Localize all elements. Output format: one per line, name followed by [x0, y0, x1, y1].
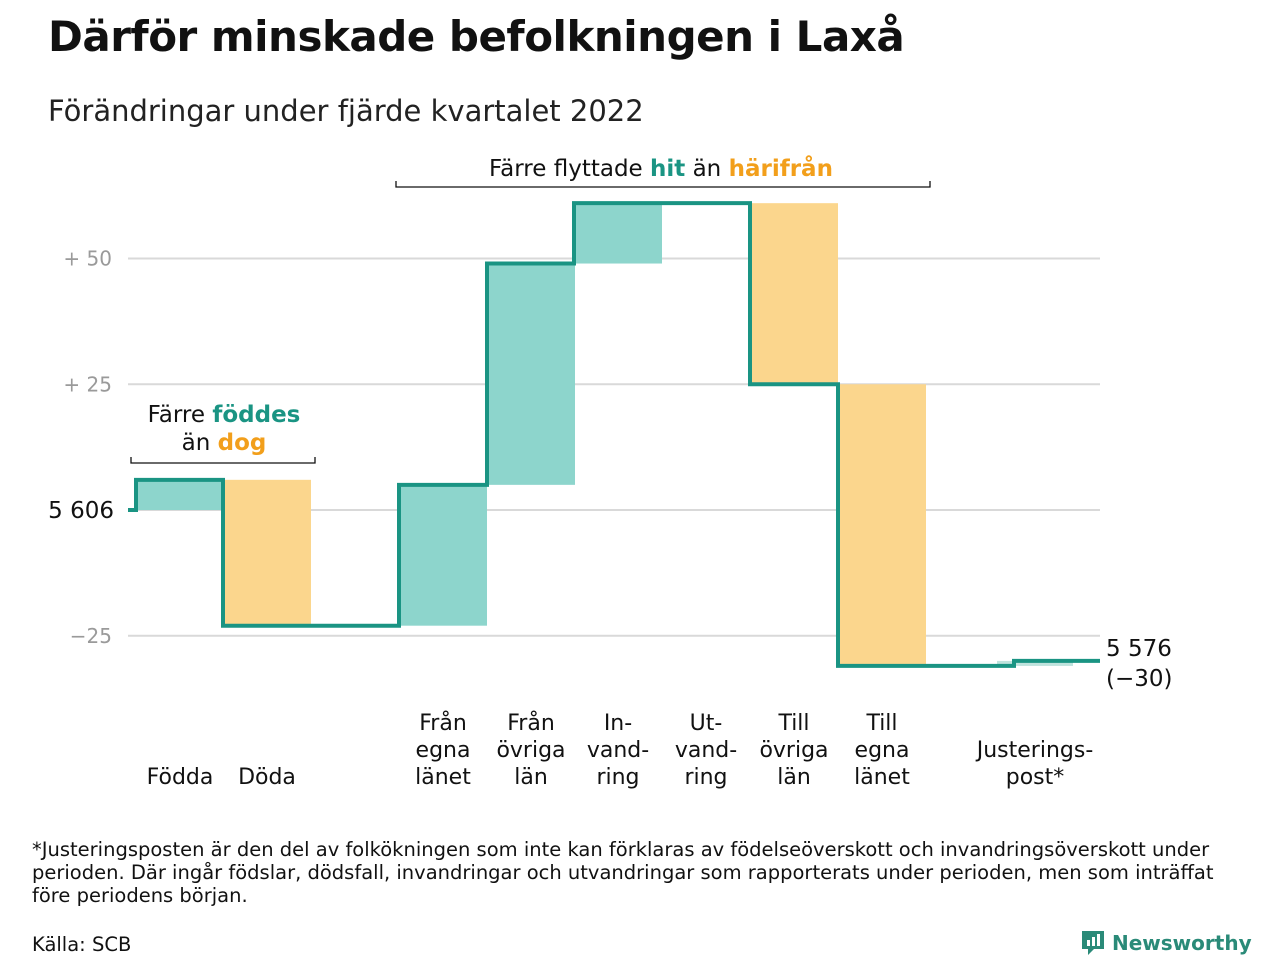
bar-1 — [136, 479, 224, 510]
x-category-label: Ut- — [690, 711, 723, 736]
bar-2 — [223, 479, 311, 626]
x-category-label: länet — [415, 765, 471, 790]
brand-name: Newsworthy — [1112, 931, 1252, 955]
newsworthy-brand[interactable]: Newsworthy — [1080, 928, 1252, 958]
step-line-group — [128, 201, 1100, 668]
x-category-label: ring — [596, 765, 639, 790]
x-category-label: Till — [777, 711, 809, 736]
footnote: *Justeringsposten är den del av folkökni… — [32, 838, 1214, 907]
chart-subtitle: Förändringar under fjärde kvartalet 2022 — [48, 94, 644, 128]
y-tick-label: −25 — [70, 624, 112, 648]
x-category-label: In- — [604, 711, 632, 736]
x-category-label: ring — [684, 765, 727, 790]
x-category-label: egna — [416, 738, 471, 763]
x-category-label: egna — [855, 738, 910, 763]
y-tick-label: + 25 — [63, 372, 112, 396]
x-category-label: Födda — [147, 765, 214, 790]
newsworthy-logo-icon — [1082, 931, 1104, 955]
x-category-label: post* — [1006, 765, 1065, 790]
migration-bracket — [395, 181, 931, 188]
births-annotation-line1: Färre föddes — [148, 402, 301, 428]
x-category-label: övriga — [496, 738, 565, 763]
y-tick-label: + 50 — [63, 247, 112, 271]
births-bracket — [130, 457, 316, 464]
x-category-label: Till — [865, 711, 897, 736]
x-category-label: Från — [507, 710, 555, 736]
x-category-label: vand- — [587, 738, 649, 763]
source-label: Källa: SCB — [32, 933, 132, 956]
end-change-label: (−30) — [1106, 666, 1172, 692]
births-annotation-line2: än dog — [182, 430, 267, 456]
migration-annotation: Färre flyttade hit än härifrån — [489, 155, 833, 182]
x-category-label: Döda — [238, 765, 296, 790]
bars — [136, 203, 1073, 666]
bar-8 — [838, 384, 926, 666]
x-category-label: Från — [419, 710, 467, 736]
x-category-label: län — [777, 765, 811, 790]
start-value-label: 5 606 — [48, 498, 114, 524]
bar-9 — [997, 660, 1073, 666]
x-category-label: länet — [854, 765, 910, 790]
x-category-label: övriga — [759, 738, 828, 763]
bar-5 — [574, 203, 662, 264]
waterfall-step-line — [128, 201, 1100, 668]
x-category-label: län — [514, 765, 548, 790]
bar-4 — [487, 263, 575, 485]
x-category-label: Justerings- — [975, 738, 1094, 763]
bar-7 — [750, 203, 838, 385]
end-value-label: 5 576 — [1106, 636, 1172, 662]
x-category-label: vand- — [675, 738, 737, 763]
bar-3 — [399, 484, 487, 626]
chart-title: Därför minskade befolkningen i Laxå — [48, 12, 905, 61]
